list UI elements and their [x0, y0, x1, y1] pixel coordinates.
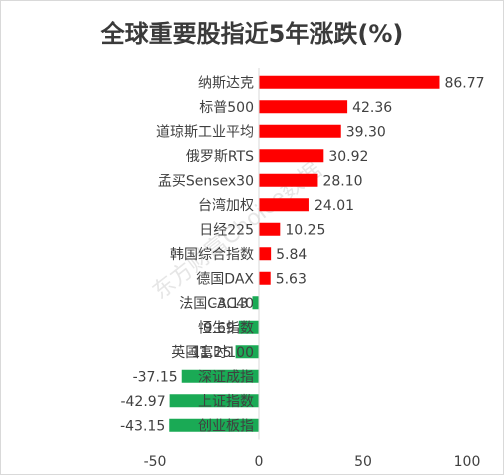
- value-label: 30.92: [328, 149, 368, 165]
- bar: [259, 173, 318, 187]
- bars-group: [169, 75, 440, 432]
- bar: [238, 320, 259, 334]
- bar: [259, 271, 271, 285]
- value-label: -37.15: [133, 369, 178, 385]
- value-label: -11.25: [186, 345, 231, 361]
- category-label: 孟买Sensex30: [158, 173, 254, 189]
- category-label: 标普500: [199, 100, 254, 116]
- value-label: -42.97: [120, 394, 165, 410]
- value-label: 5.63: [276, 271, 307, 287]
- value-label: 86.77: [444, 75, 484, 91]
- bar: [259, 222, 281, 236]
- category-label: 韩国综合指数: [170, 247, 254, 263]
- category-label: 道琼斯工业平均: [156, 124, 254, 140]
- x-tick-label: 100: [454, 454, 481, 470]
- bar: [259, 247, 272, 261]
- category-label: 德国DAX: [196, 271, 254, 287]
- bar: [252, 296, 259, 310]
- value-label: 5.84: [276, 247, 307, 263]
- category-label: 台湾加权: [198, 197, 254, 214]
- x-axis: -50 0 50 100: [144, 68, 481, 470]
- x-tick-label: -50: [144, 454, 167, 470]
- category-label: 创业板指: [198, 418, 254, 434]
- bar: [235, 345, 259, 359]
- value-labels: 86.77 42.36 39.30 30.92 28.10 24.01 10.25 5.84 5…: [120, 75, 484, 434]
- bar: [181, 369, 259, 383]
- value-label: -43.15: [120, 418, 165, 434]
- x-tick-label: 50: [354, 454, 372, 470]
- category-label: 深证成指: [198, 369, 254, 385]
- category-label: 纳斯达克: [198, 75, 254, 91]
- value-label: 28.10: [322, 173, 362, 189]
- category-label: 上证指数: [198, 394, 254, 410]
- value-label: 10.25: [285, 222, 325, 238]
- category-label: 日经225: [199, 222, 254, 238]
- bar: [259, 124, 341, 138]
- value-label: -3.13: [212, 296, 248, 312]
- bar: [169, 394, 259, 408]
- bar: [259, 100, 348, 114]
- category-label: 俄罗斯RTS: [186, 149, 254, 165]
- x-tick-label: 0: [255, 454, 264, 470]
- category-label: 英国富时100: [171, 344, 254, 361]
- value-label: -9.69: [199, 320, 235, 336]
- bar: [259, 149, 324, 163]
- value-label: 39.30: [346, 124, 386, 140]
- chart-title: 全球重要股指近5年涨跌(%): [100, 20, 404, 48]
- value-label: 42.36: [352, 100, 392, 116]
- bar: [259, 75, 440, 89]
- bar: [169, 418, 259, 432]
- value-label: 24.01: [314, 198, 354, 214]
- category-label: 恒生指数: [198, 320, 254, 336]
- category-label: 法国CAC40: [179, 296, 254, 312]
- bar: [259, 198, 309, 212]
